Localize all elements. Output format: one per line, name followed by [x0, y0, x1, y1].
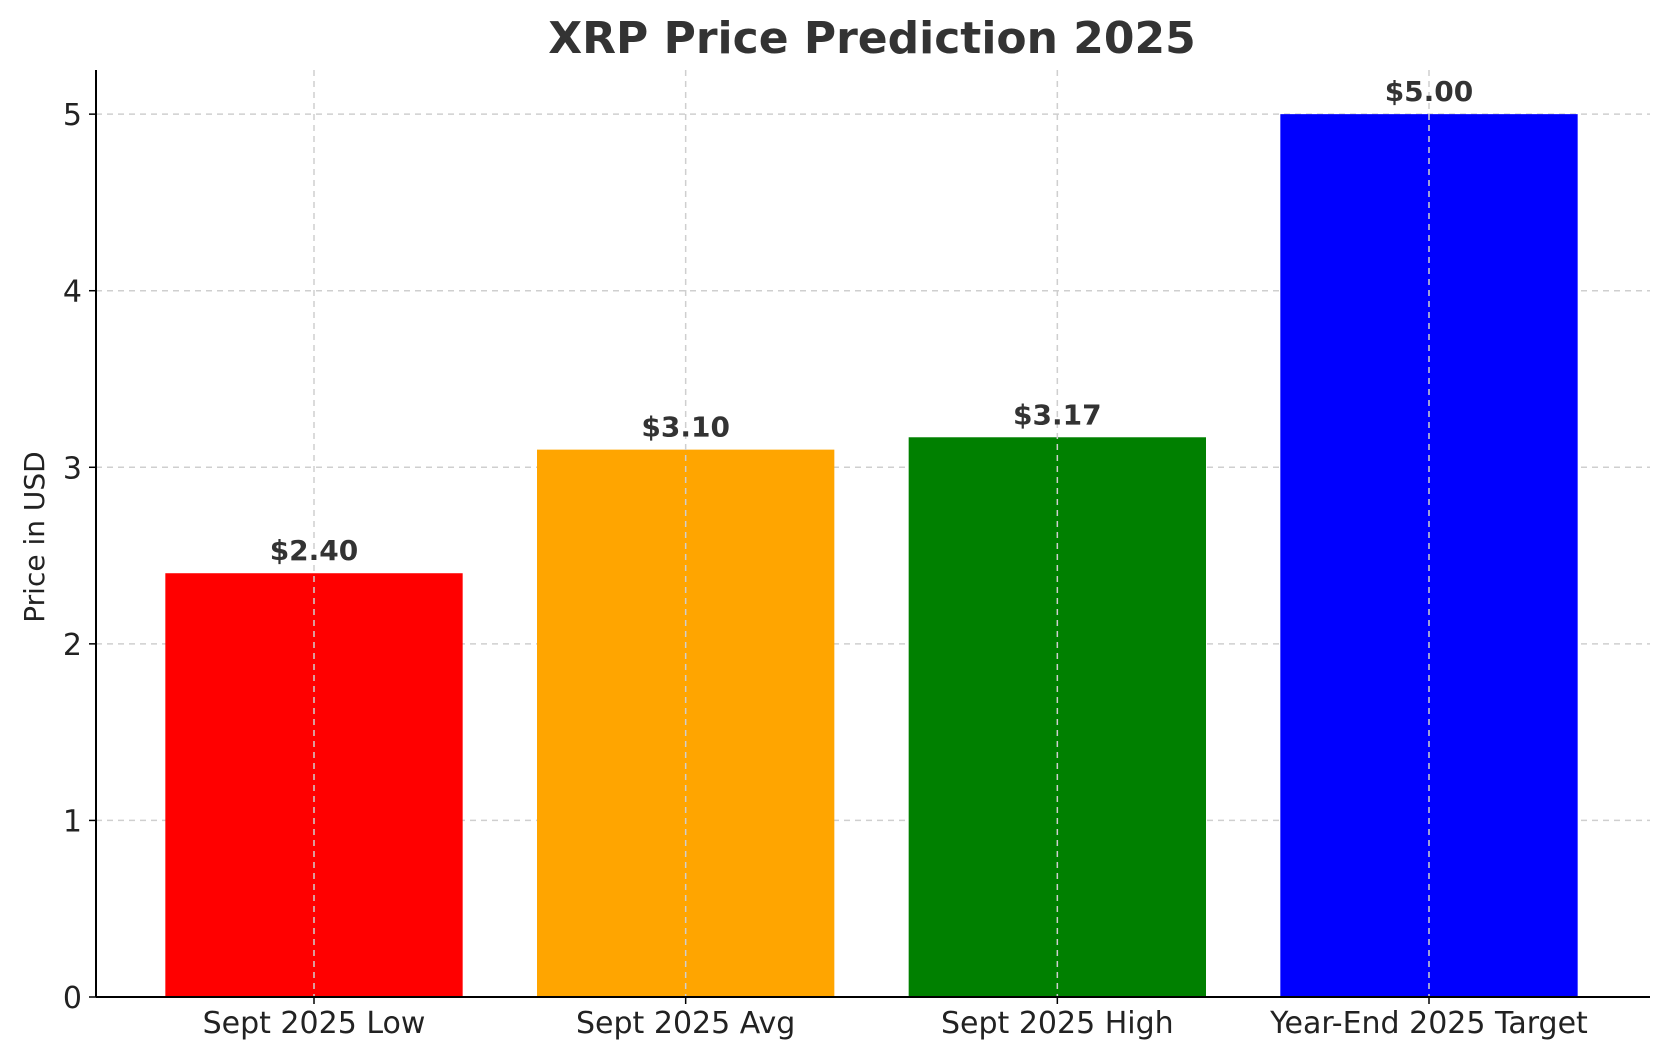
labels: 0 1 2 3 4 5 Sept 2025 Low Sept 2025 Avg Sept 202… — [63, 75, 1588, 1041]
data-label: $3.10 — [641, 411, 730, 444]
y-tick-label: 4 — [63, 275, 82, 310]
axes — [89, 70, 1650, 1004]
x-tick-label: Sept 2025 Low — [203, 1006, 426, 1041]
chart-title: XRP Price Prediction 2025 — [548, 13, 1196, 64]
y-tick-label: 3 — [63, 451, 82, 486]
data-label: $3.17 — [1013, 398, 1102, 431]
y-tick-label: 5 — [63, 98, 82, 133]
x-tick-label: Sept 2025 High — [941, 1006, 1174, 1041]
bars — [165, 114, 1578, 998]
x-tick-label: Sept 2025 Avg — [576, 1006, 795, 1041]
y-tick-label: 0 — [63, 981, 82, 1016]
vertical-gridlines — [313, 70, 1430, 997]
y-tick-label: 2 — [63, 628, 82, 663]
y-tick-label: 1 — [63, 804, 82, 839]
x-tick-label: Year-End 2025 Target — [1269, 1006, 1588, 1041]
data-label: $2.40 — [270, 534, 359, 567]
data-label: $5.00 — [1385, 75, 1474, 108]
bar-3 — [908, 437, 1206, 998]
y-axis-label: Price in USD — [18, 451, 51, 622]
